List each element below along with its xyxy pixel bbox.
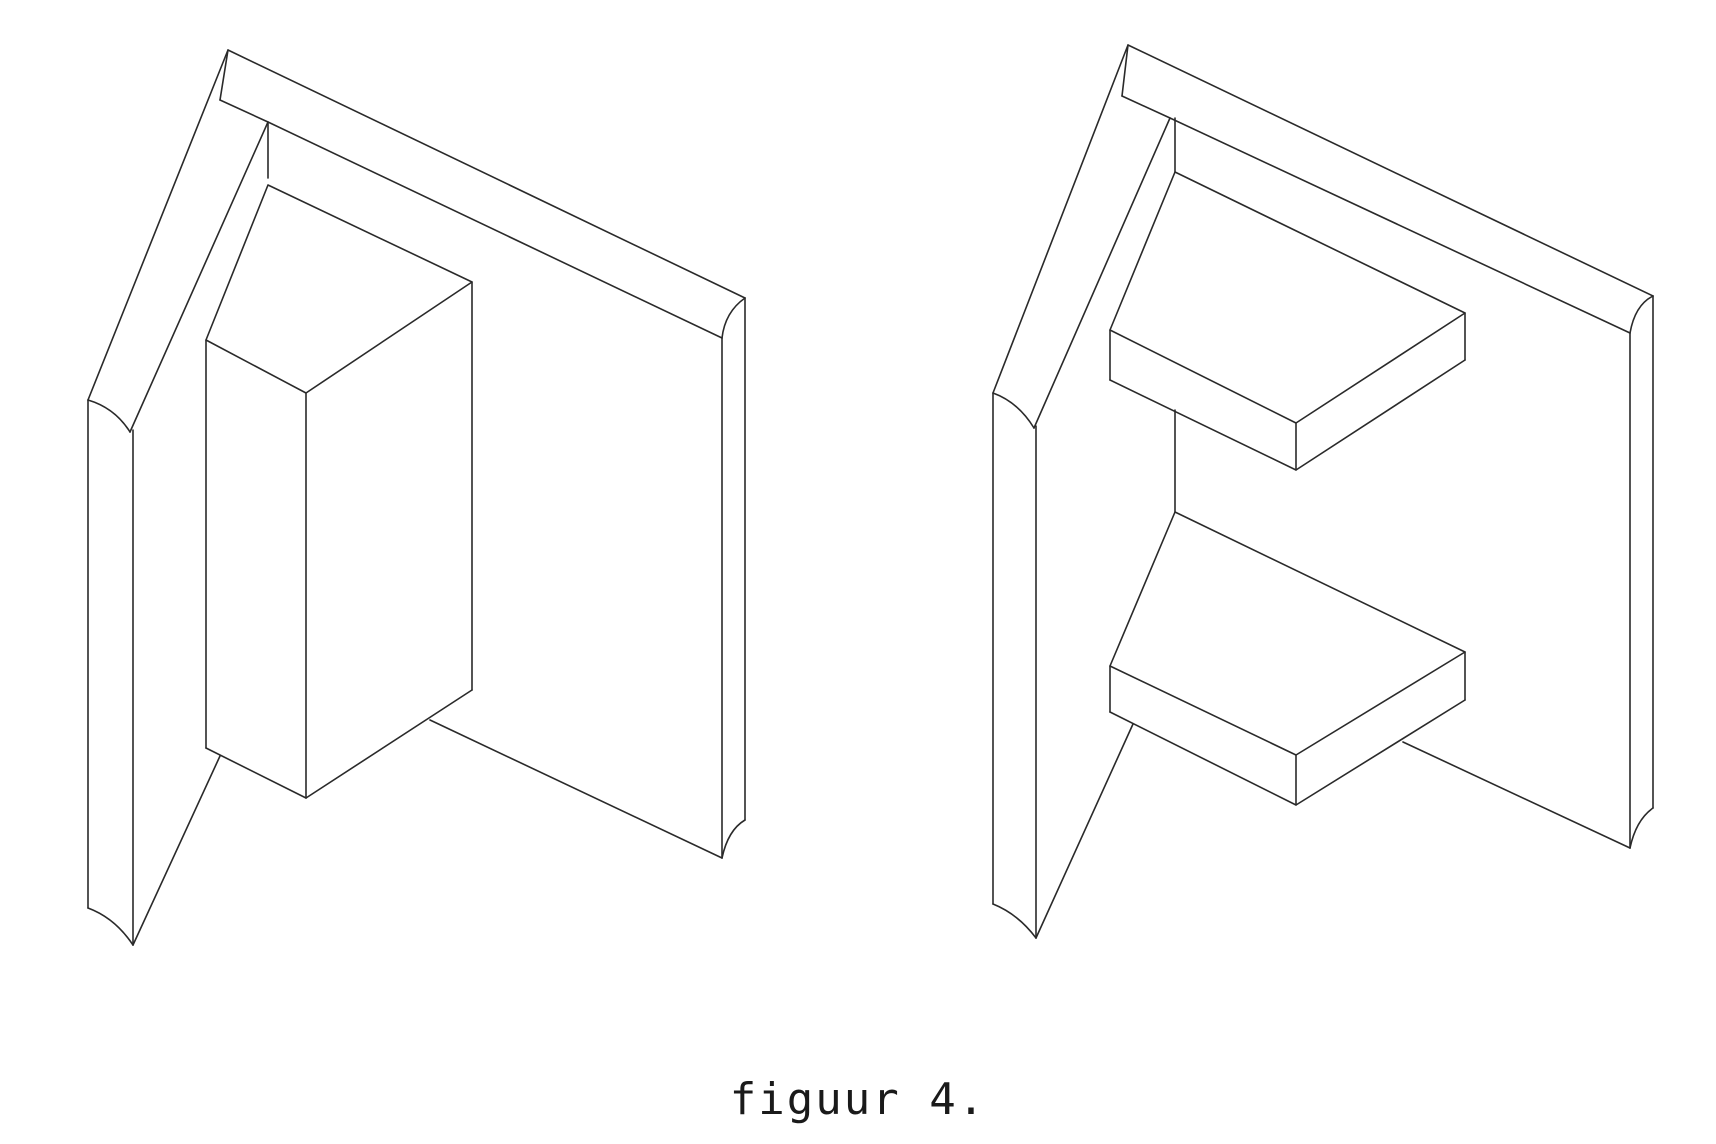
pillar	[205, 184, 473, 799]
lower-shelf	[1109, 511, 1466, 806]
upper-shelf	[1109, 171, 1466, 471]
corner-wall-right	[992, 44, 1654, 939]
corner-wall-left	[87, 49, 746, 946]
figure-caption: figuur 4.	[729, 1074, 987, 1125]
